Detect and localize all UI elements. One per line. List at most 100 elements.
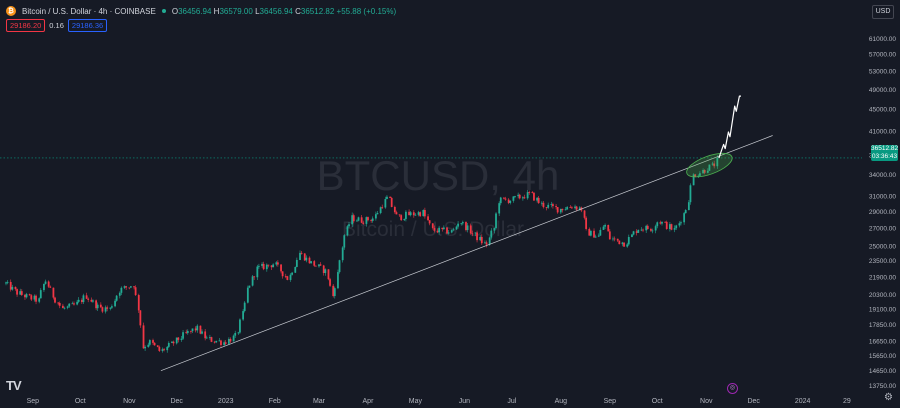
candle-body: [632, 231, 635, 235]
candle-body: [332, 285, 335, 297]
highlight-ellipse: [686, 152, 733, 178]
price-tick-label: 31000.00: [869, 194, 896, 201]
price-axis[interactable]: 61000.00 57000.00 53000.00 49000.00 45000.00…: [869, 36, 896, 390]
candle-body: [38, 298, 41, 302]
candle-body: [593, 230, 595, 238]
candle-body: [276, 262, 279, 265]
candle-body: [694, 174, 697, 177]
candle-body: [665, 221, 668, 229]
candle-body: [713, 163, 716, 167]
candle-body: [504, 198, 507, 200]
sell-button[interactable]: 29186.20: [6, 19, 46, 32]
high-value: 36579.00: [219, 6, 253, 16]
candle-body: [352, 215, 355, 222]
candle-body: [431, 223, 434, 228]
candle-body: [87, 298, 90, 300]
candle-body: [357, 217, 360, 221]
candle-body: [594, 236, 597, 238]
buy-button[interactable]: 29186.36: [67, 19, 108, 32]
price-tick-label: 27000.00: [869, 226, 896, 233]
trade-buttons: 29186.20 0.16 29186.36: [6, 19, 108, 32]
candle-body: [618, 240, 621, 245]
candle-body: [163, 349, 165, 351]
candle-body: [220, 340, 222, 346]
candle-body: [561, 208, 564, 211]
candle-body: [556, 207, 559, 213]
candle-body: [348, 224, 350, 227]
candle-body: [85, 295, 88, 299]
change-value: +55.88 (+0.15%): [336, 6, 397, 16]
candle-body: [427, 216, 429, 221]
candle-body: [104, 307, 107, 312]
candle-body: [96, 304, 99, 309]
candle-body: [604, 224, 606, 227]
candle-body: [574, 206, 576, 209]
candle-body: [58, 302, 61, 306]
candle-body: [253, 276, 256, 278]
candle-body: [460, 223, 463, 225]
candle-body: [280, 264, 282, 272]
open-value: 36456.94: [178, 6, 212, 16]
time-tick-label: Oct: [75, 398, 86, 405]
candle-body: [318, 264, 320, 267]
candle-body: [635, 231, 638, 233]
candle-body: [683, 213, 686, 223]
candle-body: [262, 263, 265, 270]
candle-body: [476, 232, 478, 241]
drawings-layer[interactable]: [0, 95, 862, 372]
tradingview-logo[interactable]: TV: [6, 378, 22, 393]
candle-body: [555, 206, 557, 208]
candle-body: [469, 225, 472, 234]
time-axis[interactable]: Sep Oct Nov Dec 2023 Feb Mar Apr May Jun Jul Aug Sep…: [27, 398, 851, 405]
candle-body: [337, 272, 339, 289]
candle-body: [246, 287, 249, 303]
candle-body: [232, 335, 235, 342]
candle-body: [139, 310, 142, 326]
candle-body: [627, 237, 630, 245]
candle-body: [30, 295, 33, 300]
candle-body: [484, 242, 486, 244]
candle-body: [441, 227, 444, 230]
symbol-legend[interactable]: ₿ Bitcoin / U.S. Dollar · 4h · COINBASE …: [6, 4, 396, 18]
candle-body: [333, 288, 336, 297]
candle-body: [542, 202, 545, 208]
price-tick-label: 25000.00: [869, 244, 896, 251]
time-tick-label: Oct: [652, 398, 663, 405]
price-tick-label: 16650.00: [869, 338, 896, 345]
time-tick-label: Jun: [459, 398, 470, 405]
animation-icon[interactable]: ◎: [727, 383, 738, 394]
candle-body: [419, 212, 422, 217]
candle-body: [19, 291, 22, 295]
candle-body: [305, 257, 308, 261]
candle-body: [43, 283, 45, 291]
currency-button[interactable]: USD: [872, 5, 894, 19]
candle-body: [156, 345, 159, 347]
candle-body: [471, 233, 474, 235]
time-tick-label: Dec: [170, 398, 183, 405]
candle-body: [73, 303, 75, 305]
candle-body: [414, 214, 417, 216]
candle-body: [547, 204, 550, 208]
price-tick-label: 17850.00: [869, 322, 896, 329]
candle-body: [310, 261, 312, 264]
gear-icon[interactable]: ⚙: [884, 392, 893, 403]
candle-body: [398, 214, 401, 216]
candle-body: [706, 170, 709, 173]
candle-body: [675, 225, 678, 229]
price-tick-label: 13750.00: [869, 383, 896, 390]
candle-body: [585, 217, 588, 229]
candle-body: [438, 227, 441, 233]
candle-body: [52, 287, 55, 298]
candle-body: [488, 237, 491, 245]
candle-body: [422, 209, 425, 217]
candle-body: [597, 235, 600, 237]
time-tick-label: Dec: [747, 398, 760, 405]
candle-body: [171, 341, 173, 343]
candle-body: [303, 253, 306, 261]
price-tick-label: 45000.00: [869, 107, 896, 114]
candle-body: [545, 207, 548, 208]
candle-body: [196, 325, 199, 331]
symbol-title[interactable]: Bitcoin / U.S. Dollar · 4h · COINBASE: [22, 6, 156, 16]
candle-body: [428, 220, 431, 224]
